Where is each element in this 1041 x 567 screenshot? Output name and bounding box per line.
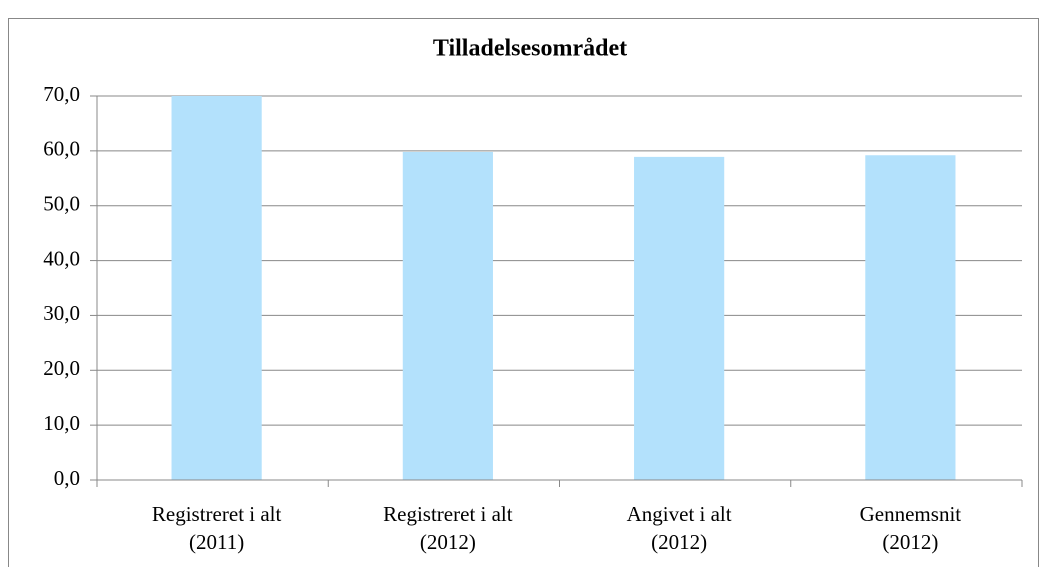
bar bbox=[634, 156, 725, 481]
y-tick-label: 50,0 bbox=[43, 192, 80, 216]
y-tick-label: 60,0 bbox=[43, 137, 80, 161]
bar bbox=[171, 96, 262, 480]
bar bbox=[865, 155, 956, 480]
y-tick-label: 0,0 bbox=[54, 466, 80, 490]
y-tick-label: 20,0 bbox=[43, 356, 80, 380]
x-tick-label: Registreret i alt (2012) bbox=[383, 502, 513, 554]
x-tick-label: Gennemsnit (2012) bbox=[859, 502, 962, 554]
x-tick-label: Angivet i alt (2012) bbox=[626, 502, 732, 554]
chart-title: Tilladelsesområdet bbox=[433, 36, 627, 62]
y-tick-label: 10,0 bbox=[43, 411, 80, 435]
x-tick-label: Registreret i alt (2011) bbox=[151, 502, 282, 554]
bar bbox=[402, 151, 493, 480]
y-tick-label: 40,0 bbox=[43, 246, 80, 270]
y-tick-label: 30,0 bbox=[43, 301, 80, 325]
y-tick-label: 70,0 bbox=[43, 82, 80, 106]
